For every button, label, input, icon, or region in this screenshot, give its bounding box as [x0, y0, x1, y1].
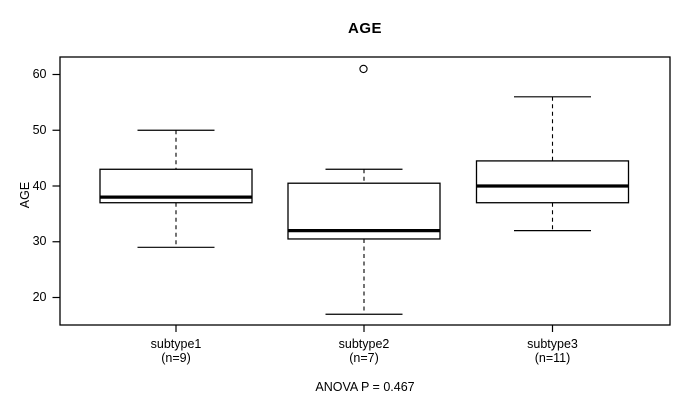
x-category-label: subtype3 (n=11) — [483, 337, 623, 365]
x-category-n: (n=11) — [534, 350, 571, 365]
iqr-box — [475, 160, 630, 204]
y-tick-label: 60 — [32, 67, 47, 81]
x-category-n: (n=9) — [161, 350, 191, 365]
x-category-name: subtype1 — [150, 337, 202, 351]
plot-border — [59, 56, 671, 326]
anova-annotation: ANOVA P = 0.467 — [315, 380, 415, 394]
x-category-label: subtype2 (n=7) — [294, 337, 434, 365]
x-category-name: subtype3 — [527, 337, 578, 351]
y-tick-label: 50 — [32, 122, 47, 137]
y-tick-label: 20 — [32, 290, 47, 304]
outlier-point — [359, 64, 368, 74]
chart-title: AGE — [347, 20, 382, 37]
y-tick-label: 30 — [32, 234, 47, 249]
x-category-n: (n=7) — [349, 350, 379, 365]
x-category-label: subtype1 (n=9) — [106, 337, 246, 365]
x-category-name: subtype2 — [338, 337, 390, 351]
y-tick-label: 40 — [32, 178, 47, 193]
